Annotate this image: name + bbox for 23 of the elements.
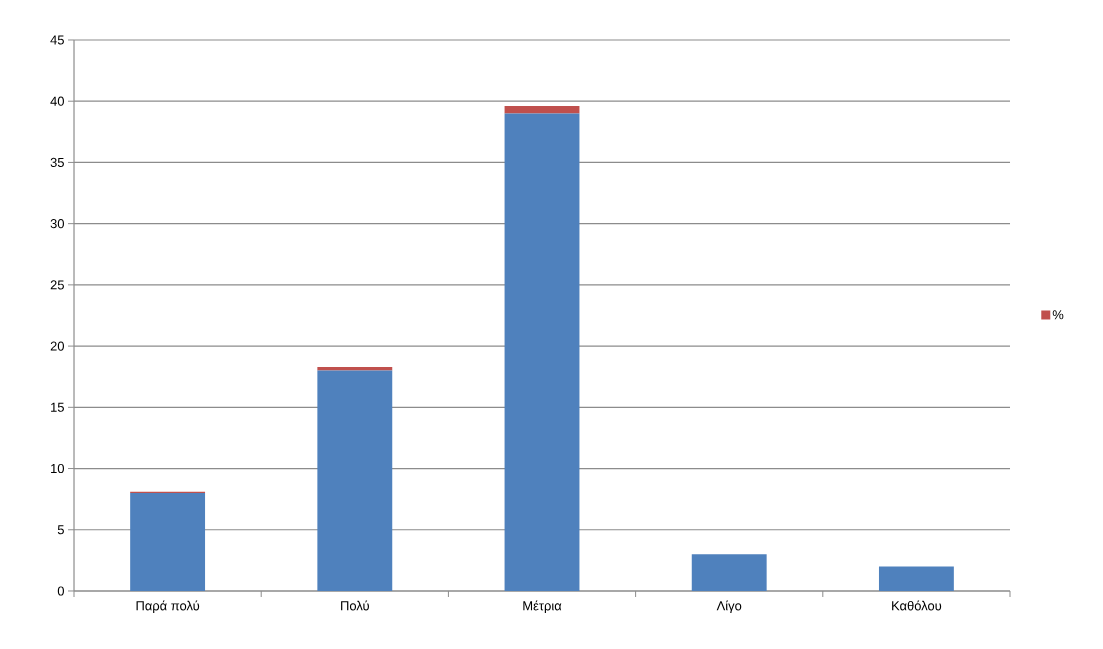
bar <box>130 493 206 591</box>
x-tick-label: Παρά πολύ <box>136 600 200 613</box>
y-tick-label: 15 <box>51 402 64 412</box>
legend-label: % <box>1052 310 1064 320</box>
y-tick-label: 45 <box>50 35 64 45</box>
bar <box>317 366 393 371</box>
y-tick-label: 30 <box>50 219 64 229</box>
y-tick-label: 20 <box>50 341 64 351</box>
bar <box>504 113 580 591</box>
y-tick-label: 10 <box>51 463 64 474</box>
bar <box>504 106 580 114</box>
x-tick-label: Πολύ <box>341 600 369 611</box>
y-tick-label: 5 <box>57 525 64 535</box>
y-tick-label: 40 <box>50 96 64 106</box>
bar <box>878 566 954 591</box>
x-tick-label: Λίγο <box>716 600 742 613</box>
y-tick-label: 25 <box>50 280 64 290</box>
bar <box>317 370 393 591</box>
y-tick-label: 35 <box>50 157 64 168</box>
bar <box>691 554 767 591</box>
x-tick-label: Μέτρια <box>523 600 562 613</box>
y-tick-label: 0 <box>57 586 64 596</box>
x-tick-label: Καθόλου <box>892 600 942 611</box>
